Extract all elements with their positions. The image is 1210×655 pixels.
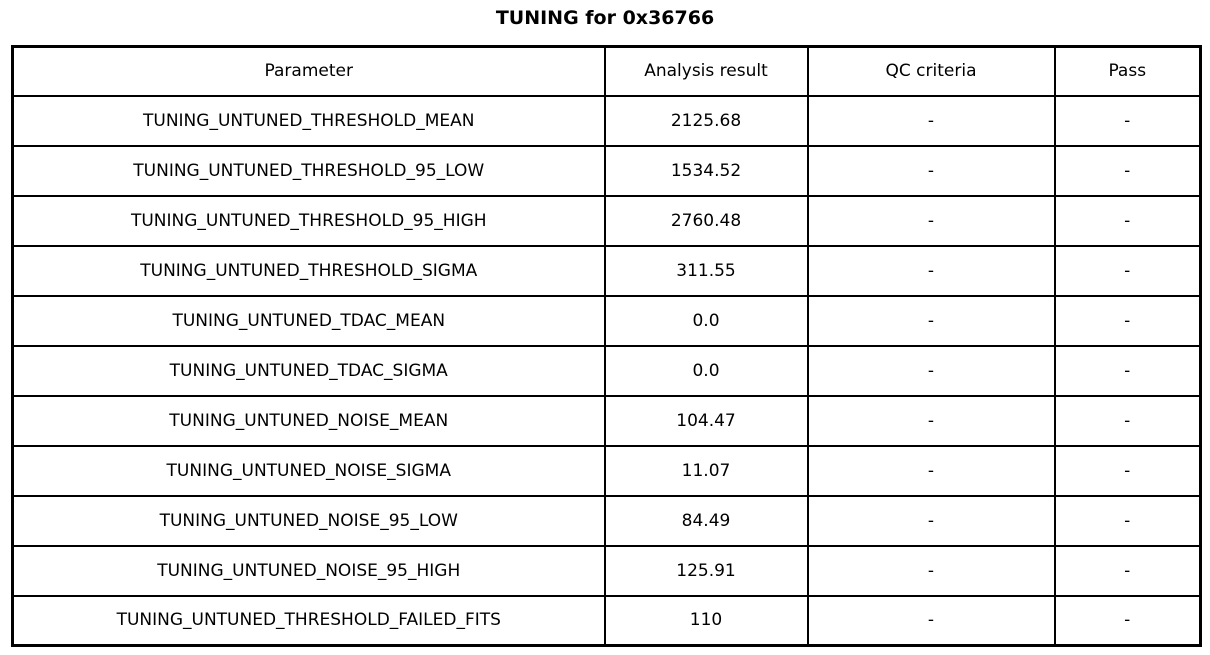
header-row: Parameter Analysis result QC criteria Pa… <box>11 45 1202 97</box>
cell-qc-criteria: - <box>806 94 1056 147</box>
cell-qc-criteria: - <box>806 394 1056 447</box>
cell-analysis-result: 104.47 <box>603 394 809 447</box>
cell-parameter: TUNING_UNTUNED_THRESHOLD_FAILED_FITS <box>11 594 606 647</box>
table-row: TUNING_UNTUNED_TDAC_SIGMA 0.0 - - <box>11 344 1202 397</box>
cell-analysis-result: 11.07 <box>603 444 809 497</box>
cell-analysis-result: 2125.68 <box>603 94 809 147</box>
table-row: TUNING_UNTUNED_NOISE_95_LOW 84.49 - - <box>11 494 1202 547</box>
cell-analysis-result: 2760.48 <box>603 194 809 247</box>
cell-pass: - <box>1053 94 1202 147</box>
table-row: TUNING_UNTUNED_THRESHOLD_SIGMA 311.55 - … <box>11 244 1202 297</box>
cell-qc-criteria: - <box>806 594 1056 647</box>
cell-pass: - <box>1053 244 1202 297</box>
cell-pass: - <box>1053 394 1202 447</box>
qc-results-table: Parameter Analysis result QC criteria Pa… <box>11 45 1202 647</box>
cell-analysis-result: 0.0 <box>603 294 809 347</box>
table-row: TUNING_UNTUNED_NOISE_MEAN 104.47 - - <box>11 394 1202 447</box>
cell-pass: - <box>1053 194 1202 247</box>
cell-qc-criteria: - <box>806 444 1056 497</box>
cell-pass: - <box>1053 444 1202 497</box>
cell-analysis-result: 84.49 <box>603 494 809 547</box>
cell-pass: - <box>1053 144 1202 197</box>
cell-parameter: TUNING_UNTUNED_NOISE_SIGMA <box>11 444 606 497</box>
cell-qc-criteria: - <box>806 244 1056 297</box>
cell-qc-criteria: - <box>806 494 1056 547</box>
figure-title: TUNING for 0x36766 <box>495 7 715 29</box>
table-row: TUNING_UNTUNED_THRESHOLD_FAILED_FITS 110… <box>11 594 1202 647</box>
table-row: TUNING_UNTUNED_TDAC_MEAN 0.0 - - <box>11 294 1202 347</box>
cell-parameter: TUNING_UNTUNED_THRESHOLD_95_HIGH <box>11 194 606 247</box>
cell-analysis-result: 0.0 <box>603 344 809 397</box>
cell-qc-criteria: - <box>806 194 1056 247</box>
cell-analysis-result: 311.55 <box>603 244 809 297</box>
cell-pass: - <box>1053 594 1202 647</box>
cell-parameter: TUNING_UNTUNED_NOISE_95_HIGH <box>11 544 606 597</box>
table-row: TUNING_UNTUNED_NOISE_SIGMA 11.07 - - <box>11 444 1202 497</box>
column-header-analysis-result: Analysis result <box>603 45 809 97</box>
table-row: TUNING_UNTUNED_THRESHOLD_95_LOW 1534.52 … <box>11 144 1202 197</box>
cell-qc-criteria: - <box>806 344 1056 397</box>
cell-parameter: TUNING_UNTUNED_TDAC_SIGMA <box>11 344 606 397</box>
cell-pass: - <box>1053 544 1202 597</box>
cell-parameter: TUNING_UNTUNED_NOISE_95_LOW <box>11 494 606 547</box>
table-row: TUNING_UNTUNED_NOISE_95_HIGH 125.91 - - <box>11 544 1202 597</box>
cell-pass: - <box>1053 494 1202 547</box>
table-row: TUNING_UNTUNED_THRESHOLD_MEAN 2125.68 - … <box>11 94 1202 147</box>
cell-analysis-result: 1534.52 <box>603 144 809 197</box>
column-header-pass: Pass <box>1053 45 1202 97</box>
cell-pass: - <box>1053 294 1202 347</box>
cell-parameter: TUNING_UNTUNED_TDAC_MEAN <box>11 294 606 347</box>
cell-parameter: TUNING_UNTUNED_THRESHOLD_SIGMA <box>11 244 606 297</box>
table-row: TUNING_UNTUNED_THRESHOLD_95_HIGH 2760.48… <box>11 194 1202 247</box>
cell-parameter: TUNING_UNTUNED_THRESHOLD_MEAN <box>11 94 606 147</box>
cell-analysis-result: 110 <box>603 594 809 647</box>
cell-qc-criteria: - <box>806 544 1056 597</box>
cell-parameter: TUNING_UNTUNED_THRESHOLD_95_LOW <box>11 144 606 197</box>
cell-parameter: TUNING_UNTUNED_NOISE_MEAN <box>11 394 606 447</box>
column-header-qc-criteria: QC criteria <box>806 45 1056 97</box>
column-header-parameter: Parameter <box>11 45 606 97</box>
cell-analysis-result: 125.91 <box>603 544 809 597</box>
cell-qc-criteria: - <box>806 294 1056 347</box>
cell-qc-criteria: - <box>806 144 1056 197</box>
cell-pass: - <box>1053 344 1202 397</box>
